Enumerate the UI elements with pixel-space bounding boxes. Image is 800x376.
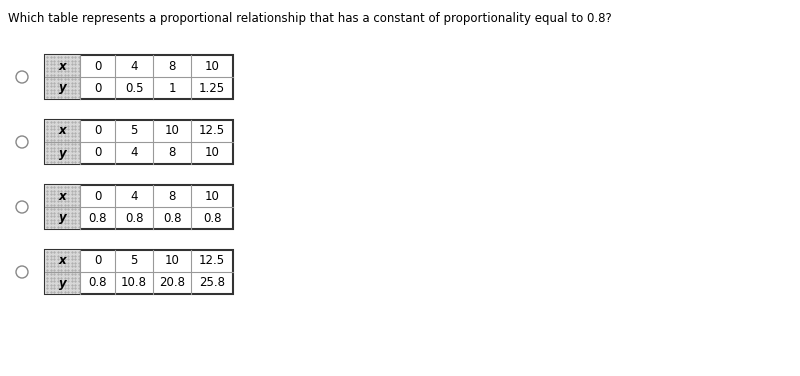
Bar: [45, 142, 80, 164]
Text: 20.8: 20.8: [159, 276, 185, 290]
Text: x: x: [58, 190, 66, 203]
Text: x: x: [58, 124, 66, 138]
Text: 5: 5: [130, 124, 138, 138]
Text: y: y: [58, 211, 66, 224]
Text: 5: 5: [130, 255, 138, 267]
Bar: [45, 55, 233, 99]
Text: 12.5: 12.5: [199, 124, 225, 138]
Text: 4: 4: [130, 147, 138, 159]
Text: 0.8: 0.8: [162, 211, 182, 224]
Text: 0: 0: [94, 255, 101, 267]
Text: x: x: [58, 59, 66, 73]
Bar: [45, 272, 80, 294]
Text: 8: 8: [168, 59, 176, 73]
Text: 8: 8: [168, 190, 176, 203]
Text: 10: 10: [165, 124, 179, 138]
Text: y: y: [58, 276, 66, 290]
Text: 0.8: 0.8: [88, 211, 106, 224]
Text: 10: 10: [205, 190, 219, 203]
Text: 0: 0: [94, 82, 101, 94]
Bar: [45, 250, 80, 272]
Text: y: y: [58, 82, 66, 94]
Text: 1: 1: [168, 82, 176, 94]
Text: x: x: [58, 255, 66, 267]
Text: 1.25: 1.25: [199, 82, 225, 94]
Bar: [45, 250, 233, 294]
Text: 0.5: 0.5: [125, 82, 143, 94]
Text: 10: 10: [205, 147, 219, 159]
Text: 0: 0: [94, 59, 101, 73]
Text: 4: 4: [130, 59, 138, 73]
Bar: [45, 120, 80, 142]
Text: 0: 0: [94, 190, 101, 203]
Bar: [45, 55, 80, 77]
Text: 0.8: 0.8: [125, 211, 143, 224]
Bar: [45, 77, 80, 99]
Text: Which table represents a proportional relationship that has a constant of propor: Which table represents a proportional re…: [8, 12, 612, 25]
Text: 0.8: 0.8: [202, 211, 222, 224]
Text: y: y: [58, 147, 66, 159]
Text: 4: 4: [130, 190, 138, 203]
Text: 0: 0: [94, 147, 101, 159]
Bar: [45, 185, 233, 229]
Text: 0: 0: [94, 124, 101, 138]
Text: 25.8: 25.8: [199, 276, 225, 290]
Text: 10: 10: [205, 59, 219, 73]
Bar: [45, 207, 80, 229]
Bar: [45, 120, 233, 164]
Text: 12.5: 12.5: [199, 255, 225, 267]
Text: 8: 8: [168, 147, 176, 159]
Text: 0.8: 0.8: [88, 276, 106, 290]
Bar: [45, 185, 80, 207]
Text: 10: 10: [165, 255, 179, 267]
Text: 10.8: 10.8: [121, 276, 147, 290]
